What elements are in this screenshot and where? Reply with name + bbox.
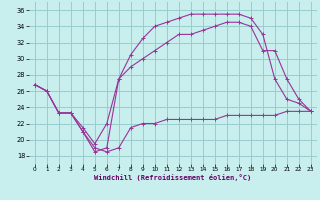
X-axis label: Windchill (Refroidissement éolien,°C): Windchill (Refroidissement éolien,°C) bbox=[94, 174, 252, 181]
